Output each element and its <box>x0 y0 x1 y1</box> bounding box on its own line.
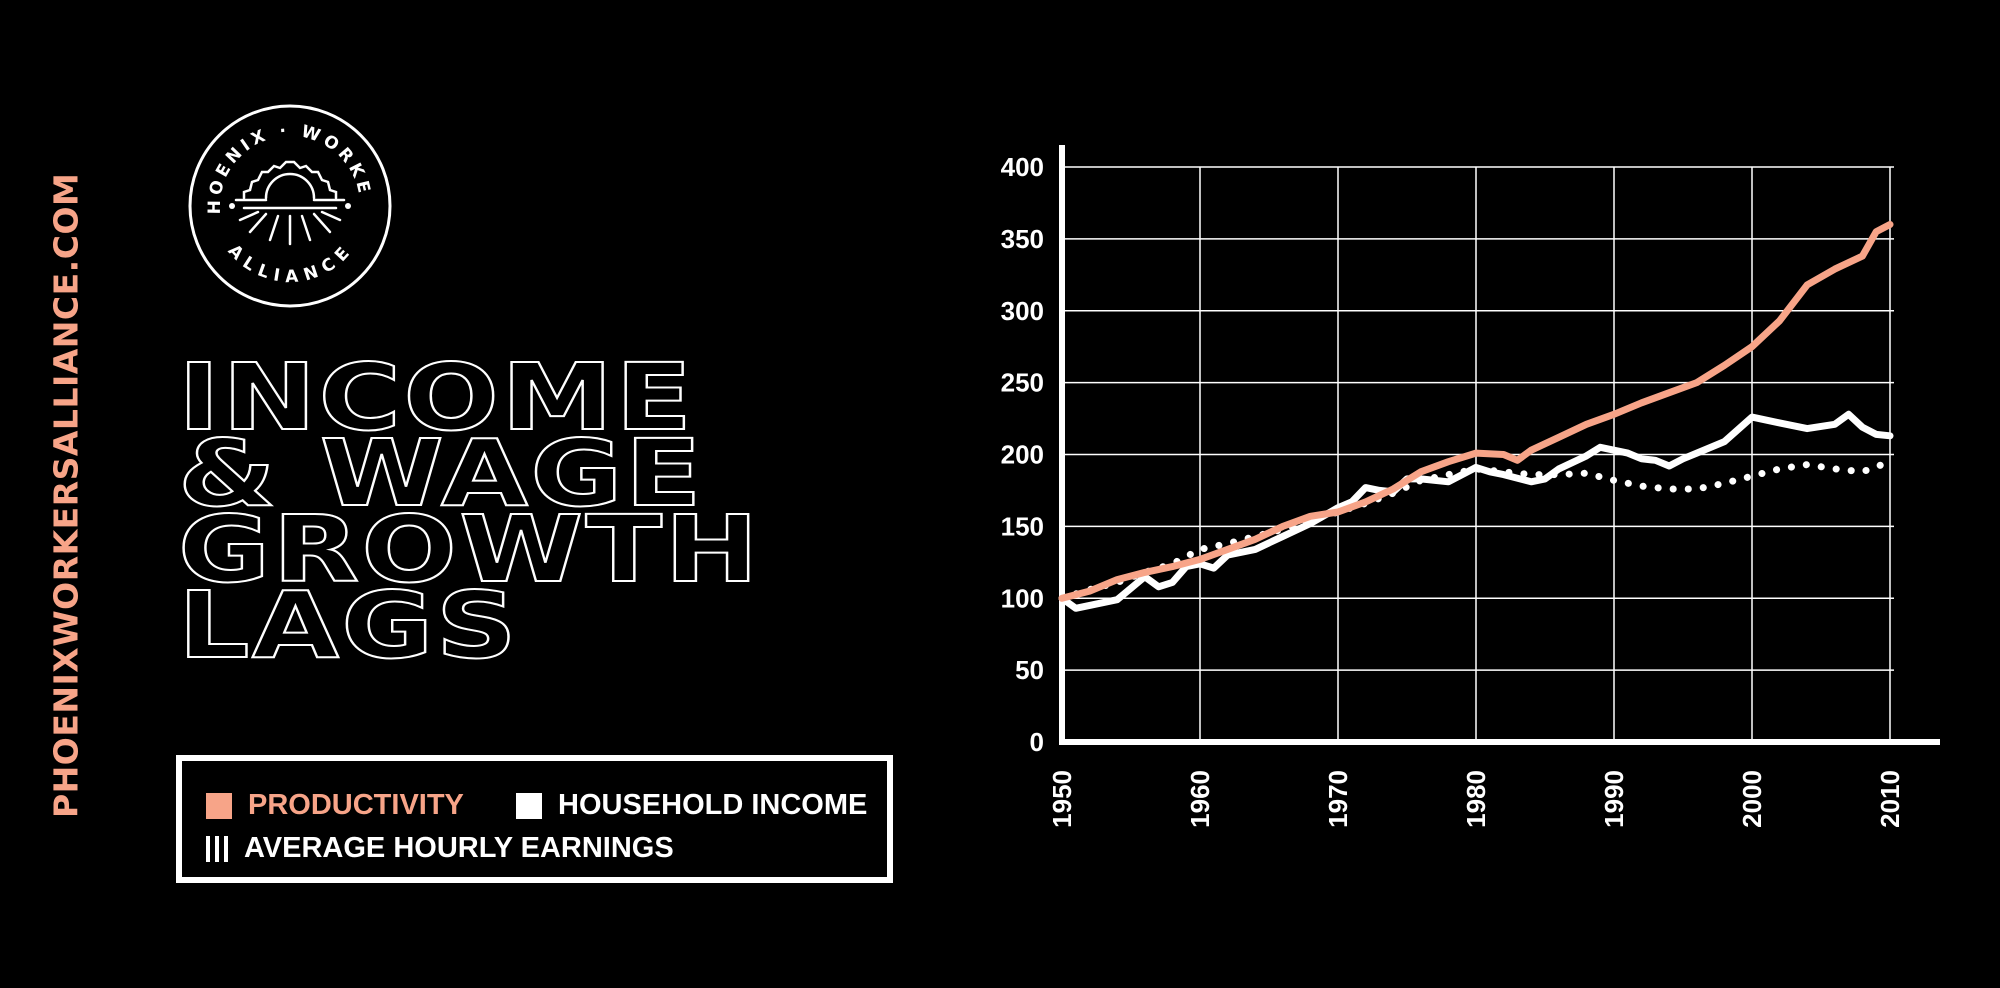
x-tick-label: 2000 <box>1737 770 1767 828</box>
y-tick-label: 150 <box>1001 511 1044 541</box>
alliance-logo: PHOENIX · WORKERS ALLIANCE <box>186 102 392 308</box>
legend-swatch-average-hourly-earnings <box>206 835 228 862</box>
x-tick-label: 1990 <box>1599 770 1629 828</box>
headline-line-2: & WAGE <box>177 420 705 527</box>
svg-text:ALLIANCE: ALLIANCE <box>224 241 357 287</box>
legend-item-average-hourly-earnings: AVERAGE HOURLY EARNINGS <box>206 832 674 865</box>
gear-sun-icon <box>234 160 346 246</box>
legend-item-productivity: PRODUCTIVITY <box>206 789 464 822</box>
y-tick-label: 300 <box>1001 296 1044 326</box>
y-tick-label: 400 <box>1001 152 1044 182</box>
y-tick-label: 200 <box>1001 440 1044 470</box>
logo-text-top: PHOENIX · WORKERS <box>186 102 371 214</box>
x-tick-label: 1950 <box>1047 770 1077 828</box>
legend-swatch-productivity <box>206 792 232 819</box>
x-tick-label: 1980 <box>1461 770 1491 828</box>
headline-line-1: INCOME <box>177 344 695 451</box>
legend-label-average-hourly-earnings: AVERAGE HOURLY EARNINGS <box>244 832 674 864</box>
headline-line-3: GROWTH <box>177 496 761 603</box>
x-tick-label: 1960 <box>1185 770 1215 828</box>
logo-text-bottom: ALLIANCE <box>224 241 353 287</box>
svg-text:PHOENIX · WORKERS: PHOENIX · WORKERS <box>186 102 375 214</box>
y-tick-label: 0 <box>1030 727 1044 757</box>
legend-swatch-household-income <box>516 792 542 819</box>
legend-item-household-income: HOUSEHOLD INCOME <box>516 789 867 822</box>
legend-label-productivity: PRODUCTIVITY <box>248 789 464 821</box>
headline: INCOME & WAGE GROWTH LAGS <box>177 344 1081 679</box>
y-tick-label: 350 <box>1001 224 1044 254</box>
series-line-productivity <box>1058 221 1894 602</box>
y-tick-label: 250 <box>1001 368 1044 398</box>
website-url: PHOENIXWORKERSALLIANCE.COM <box>46 172 86 818</box>
legend-label-household-income: HOUSEHOLD INCOME <box>558 789 868 821</box>
y-tick-label: 100 <box>1001 583 1044 613</box>
chart-legend: PRODUCTIVITY HOUSEHOLD INCOME AVERAGE HO… <box>176 755 893 883</box>
x-tick-label: 1970 <box>1323 770 1353 828</box>
series-line-household-income <box>1058 410 1894 612</box>
headline-line-4: LAGS <box>177 572 520 679</box>
x-tick-label: 2010 <box>1875 770 1905 828</box>
y-tick-label: 50 <box>1015 655 1044 685</box>
